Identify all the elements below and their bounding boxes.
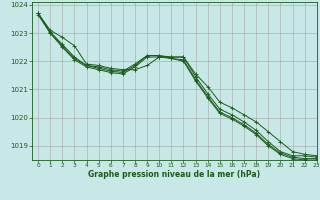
X-axis label: Graphe pression niveau de la mer (hPa): Graphe pression niveau de la mer (hPa)	[88, 170, 260, 179]
